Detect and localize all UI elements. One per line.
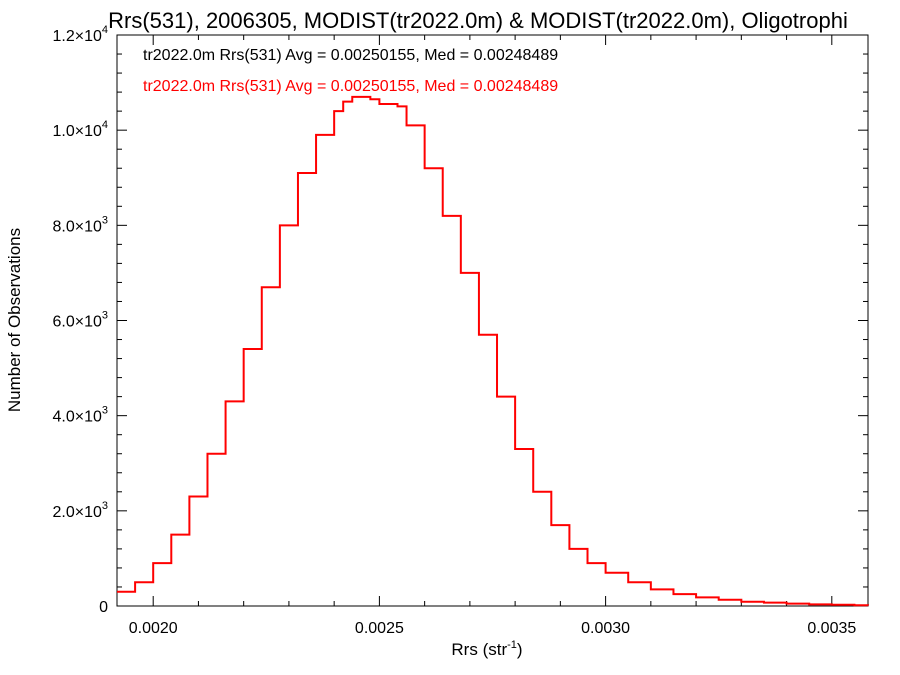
y-tick-label: 0: [99, 599, 108, 616]
y-tick-exponent: 4: [102, 119, 108, 131]
y-axis-label: Number of Observations: [5, 228, 24, 412]
y-tick-label: 6.0×103: [52, 310, 108, 331]
x-tick-label: 0.0020: [129, 620, 178, 637]
y-tick-mantissa: 2.0×10: [52, 504, 101, 521]
x-axis-label-sup: -1: [507, 639, 517, 651]
x-tick-label: 0.0025: [355, 620, 404, 637]
y-tick-mantissa: 6.0×10: [52, 314, 101, 331]
y-tick-exponent: 3: [102, 500, 108, 512]
y-tick-exponent: 3: [102, 405, 108, 417]
legend-entry-1: tr2022.0m Rrs(531) Avg = 0.00250155, Med…: [143, 47, 558, 64]
x-axis-label-main: Rrs (str: [451, 640, 507, 659]
y-tick-label: 1.0×104: [52, 119, 108, 140]
y-tick-mantissa: 0: [99, 599, 108, 616]
y-tick-label: 1.2×104: [52, 24, 108, 45]
y-tick-mantissa: 8.0×10: [52, 218, 101, 235]
x-axis: 0.0020 0.0025 0.0030 0.0035: [129, 35, 856, 637]
y-axis: 02.0×1034.0×1036.0×1038.0×1031.0×1041.2×…: [52, 24, 868, 616]
y-tick-label: 4.0×103: [52, 405, 108, 426]
y-tick-exponent: 4: [102, 24, 108, 36]
x-tick-label: 0.0035: [807, 620, 856, 637]
y-tick-label: 2.0×103: [52, 500, 108, 521]
y-tick-label: 8.0×103: [52, 214, 108, 235]
y-tick-mantissa: 1.2×10: [52, 28, 101, 45]
legend-entry-2: tr2022.0m Rrs(531) Avg = 0.00250155, Med…: [143, 78, 558, 95]
y-tick-mantissa: 1.0×10: [52, 123, 101, 140]
plot-frame: [116, 34, 869, 607]
y-tick-exponent: 3: [102, 310, 108, 322]
chart-title: Rrs(531), 2006305, MODIST(tr2022.0m) & M…: [108, 8, 848, 33]
y-tick-mantissa: 4.0×10: [52, 409, 101, 426]
x-axis-label: Rrs (str-1): [451, 639, 522, 659]
series-line: [117, 95, 869, 607]
x-tick-label: 0.0030: [581, 620, 630, 637]
x-axis-label-close: ): [517, 640, 523, 659]
y-tick-exponent: 3: [102, 214, 108, 226]
